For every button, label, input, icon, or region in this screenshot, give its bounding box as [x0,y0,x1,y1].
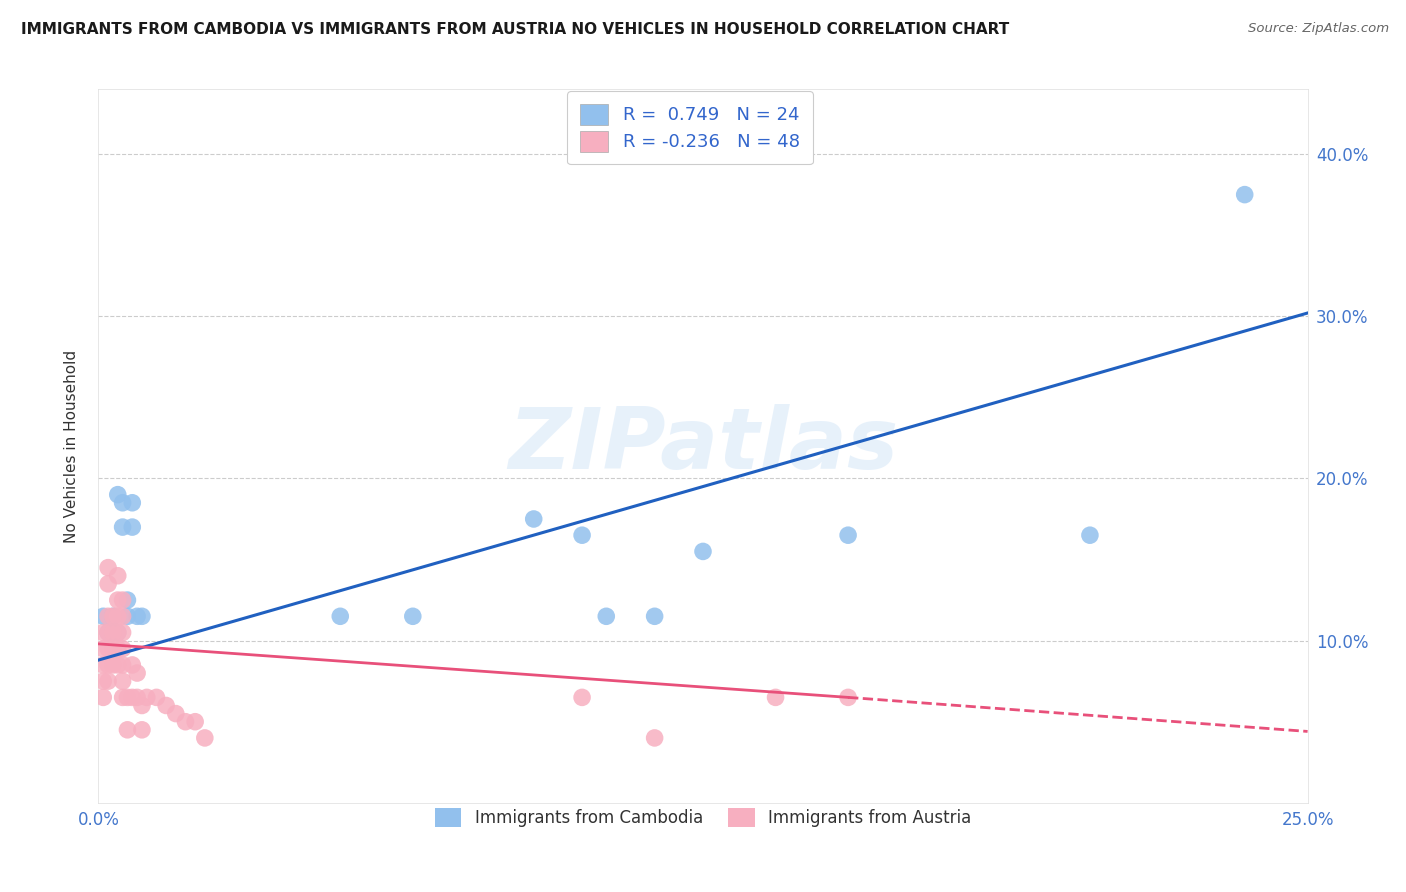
Point [101,641,124,656]
Text: ZIPatlas: ZIPatlas [508,404,898,488]
Point [121,657,143,672]
Point [101,625,124,640]
Point [101,609,124,624]
Point [97,577,120,591]
Text: IMMIGRANTS FROM CAMBODIA VS IMMIGRANTS FROM AUSTRIA NO VEHICLES IN HOUSEHOLD COR: IMMIGRANTS FROM CAMBODIA VS IMMIGRANTS F… [21,22,1010,37]
Point [131,723,153,737]
Point [117,690,139,705]
Point [111,496,134,510]
Point [107,568,129,582]
Point [91,641,114,656]
Point [97,609,120,624]
Point [101,609,124,624]
Point [595,609,617,624]
Point [111,641,134,656]
Point [127,609,149,624]
Point [571,690,593,705]
Point [155,698,177,713]
Point [111,690,134,705]
Point [91,609,114,624]
Point [121,690,143,705]
Point [91,690,114,705]
Point [1233,187,1256,202]
Point [101,625,124,640]
Point [127,690,149,705]
Legend: Immigrants from Cambodia, Immigrants from Austria: Immigrants from Cambodia, Immigrants fro… [427,801,979,834]
Point [644,731,666,745]
Point [402,609,425,624]
Point [97,625,120,640]
Point [107,488,129,502]
Point [91,657,114,672]
Point [107,593,129,607]
Point [121,496,143,510]
Point [107,657,129,672]
Point [111,674,134,689]
Point [1078,528,1101,542]
Point [135,690,157,705]
Point [131,698,153,713]
Point [111,520,134,534]
Point [765,690,787,705]
Point [91,674,114,689]
Point [644,609,666,624]
Point [97,674,120,689]
Point [111,609,134,624]
Point [111,657,134,672]
Point [101,657,124,672]
Point [107,625,129,640]
Point [131,609,153,624]
Point [329,609,352,624]
Point [97,657,120,672]
Point [107,625,129,640]
Point [174,714,197,729]
Text: Source: ZipAtlas.com: Source: ZipAtlas.com [1249,22,1389,36]
Point [184,714,207,729]
Point [121,520,143,534]
Point [111,593,134,607]
Point [117,723,139,737]
Point [117,593,139,607]
Point [97,560,120,574]
Point [107,641,129,656]
Point [523,512,546,526]
Point [165,706,187,721]
Point [97,625,120,640]
Point [837,690,859,705]
Point [111,625,134,640]
Point [127,666,149,681]
Point [145,690,167,705]
Point [194,731,217,745]
Point [692,544,714,558]
Y-axis label: No Vehicles in Household: No Vehicles in Household [65,350,79,542]
Point [91,625,114,640]
Point [117,609,139,624]
Point [107,609,129,624]
Point [571,528,593,542]
Point [97,641,120,656]
Point [837,528,859,542]
